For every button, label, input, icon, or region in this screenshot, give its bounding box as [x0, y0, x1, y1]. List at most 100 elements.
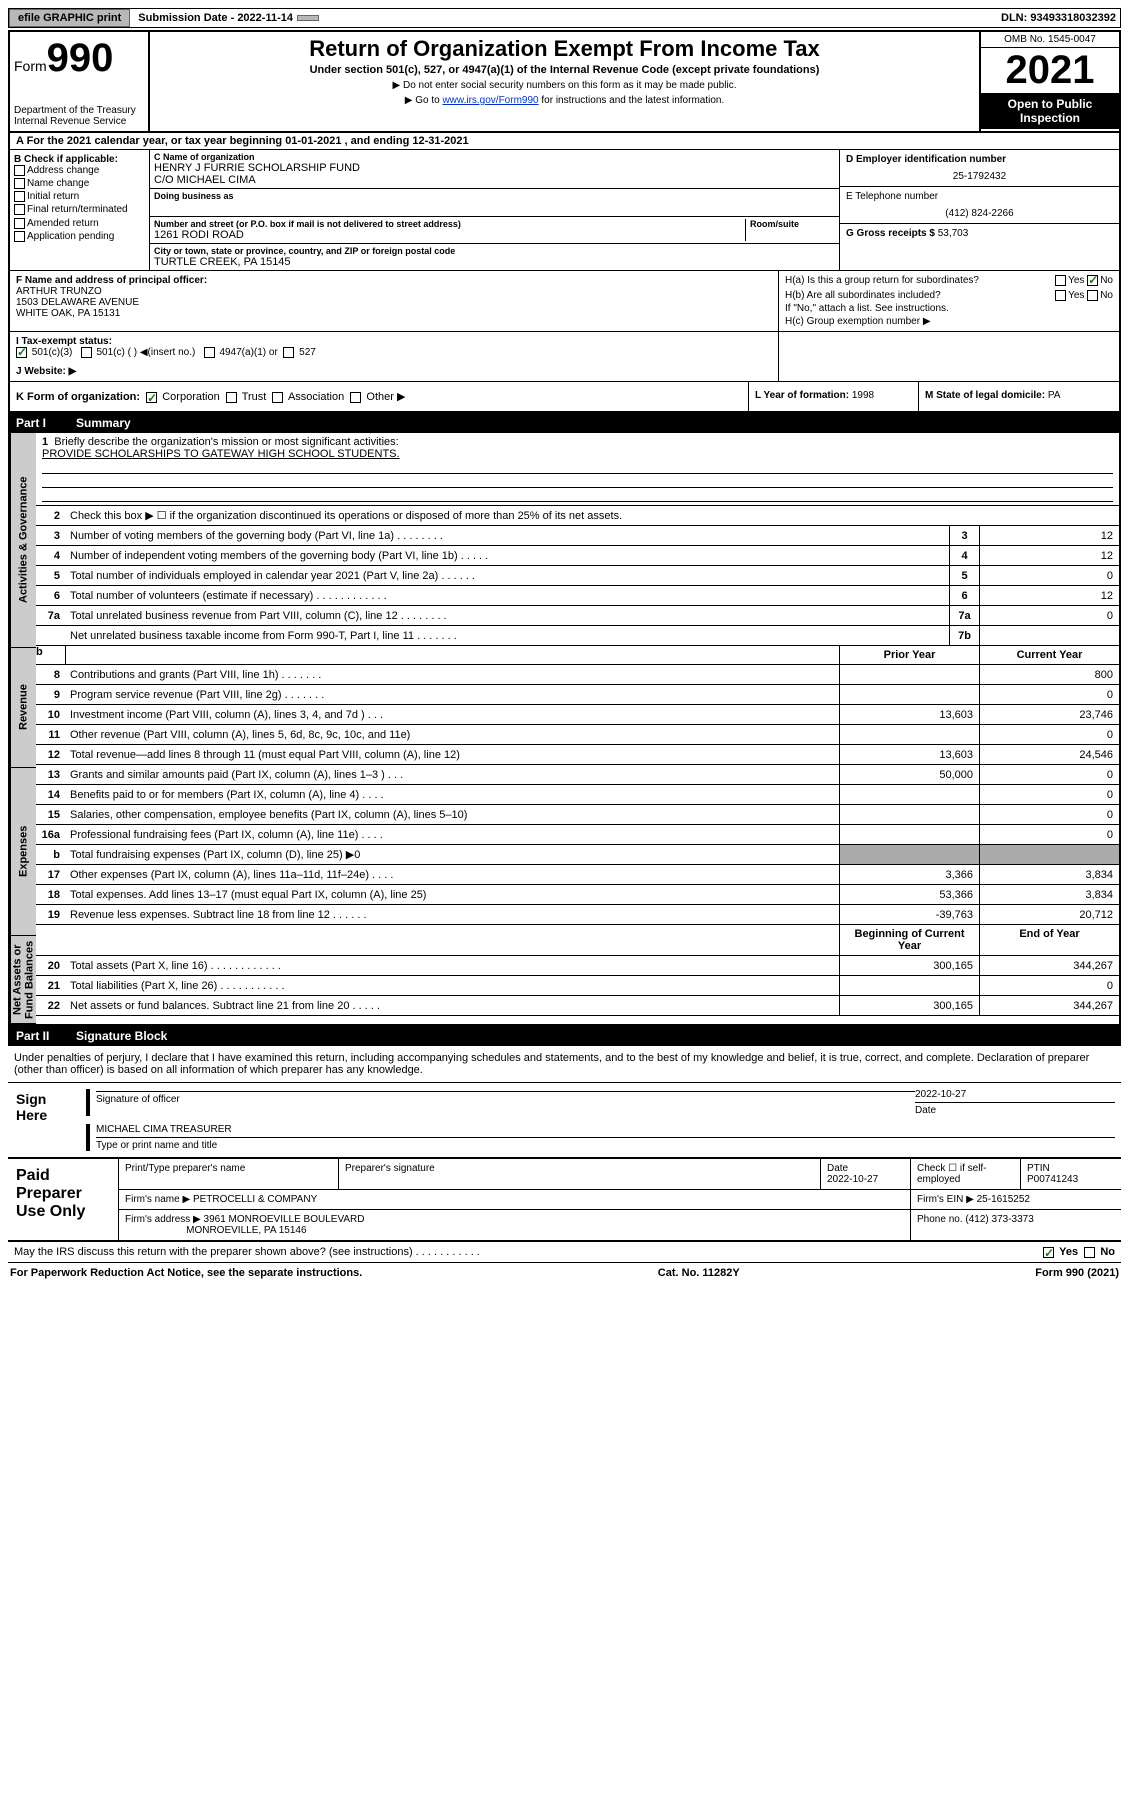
ein-value: 25-1792432 — [846, 171, 1113, 182]
checkbox-501c3[interactable] — [16, 347, 27, 358]
footer-mid: Cat. No. 11282Y — [658, 1267, 740, 1279]
summary-body: Activities & Governance Revenue Expenses… — [8, 433, 1121, 1026]
hb-yes[interactable] — [1055, 290, 1066, 301]
department: Department of the Treasury Internal Reve… — [14, 105, 144, 127]
discuss-yes[interactable] — [1043, 1247, 1054, 1258]
summary-row: 7aTotal unrelated business revenue from … — [36, 606, 1119, 626]
checkbox-initial-return[interactable] — [14, 191, 25, 202]
form-title: Return of Organization Exempt From Incom… — [154, 36, 975, 62]
checkbox-other[interactable] — [350, 392, 361, 403]
tax-year: 2021 — [981, 48, 1119, 93]
col-beginning: Beginning of Current Year — [839, 925, 979, 955]
checkbox-amended[interactable] — [14, 218, 25, 229]
hb-note: If "No," attach a list. See instructions… — [785, 303, 1113, 314]
summary-row: 18Total expenses. Add lines 13–17 (must … — [36, 885, 1119, 905]
line-2: Check this box ▶ ☐ if the organization d… — [66, 506, 1119, 525]
irs-link[interactable]: www.irs.gov/Form990 — [442, 95, 538, 106]
sign-here-label: Sign Here — [8, 1083, 80, 1157]
checkbox-address-change[interactable] — [14, 165, 25, 176]
paid-preparer-block: Paid Preparer Use Only Print/Type prepar… — [8, 1159, 1121, 1242]
summary-row: bTotal fundraising expenses (Part IX, co… — [36, 845, 1119, 865]
summary-row: 17Other expenses (Part IX, column (A), l… — [36, 865, 1119, 885]
header-grid: B Check if applicable: Address change Na… — [8, 150, 1121, 271]
officer-signature-line[interactable] — [96, 1091, 915, 1092]
ha-label: H(a) Is this a group return for subordin… — [785, 275, 979, 286]
ha-yes[interactable] — [1055, 275, 1066, 286]
checkbox-trust[interactable] — [226, 392, 237, 403]
page-footer: For Paperwork Reduction Act Notice, see … — [8, 1263, 1121, 1283]
firm-name: PETROCELLI & COMPANY — [193, 1194, 317, 1205]
col-current-year: Current Year — [979, 646, 1119, 664]
discuss-row: May the IRS discuss this return with the… — [8, 1242, 1121, 1263]
form-org-label: K Form of organization: — [16, 391, 140, 403]
topbar: efile GRAPHIC print Submission Date - 20… — [8, 8, 1121, 28]
side-expenses: Expenses — [10, 768, 36, 936]
city-label: City or town, state or province, country… — [154, 246, 835, 256]
checkbox-4947[interactable] — [204, 347, 215, 358]
checkbox-application-pending[interactable] — [14, 231, 25, 242]
checkbox-corp[interactable] — [146, 392, 157, 403]
hc-label: H(c) Group exemption number ▶ — [785, 316, 1113, 327]
sign-here-block: Sign Here Signature of officer 2022-10-2… — [8, 1083, 1121, 1159]
ein-label: D Employer identification number — [846, 154, 1113, 165]
col-d-e-g: D Employer identification number 25-1792… — [839, 150, 1119, 270]
officer-name-label: Type or print name and title — [96, 1140, 1115, 1151]
submission-date-label: Submission Date - 2022-11-14 — [134, 12, 297, 24]
org-address: 1261 RODI ROAD — [154, 229, 745, 241]
phone-value: (412) 824-2266 — [846, 208, 1113, 219]
hb-no[interactable] — [1087, 290, 1098, 301]
website-label: J Website: ▶ — [16, 366, 76, 377]
summary-row: 6Total number of volunteers (estimate if… — [36, 586, 1119, 606]
footer-right: Form 990 (2021) — [1035, 1267, 1119, 1279]
summary-row: 22Net assets or fund balances. Subtract … — [36, 996, 1119, 1016]
sig-date-label: Date — [915, 1105, 1115, 1116]
checkbox-501c[interactable] — [81, 347, 92, 358]
checkbox-final-return[interactable] — [14, 204, 25, 215]
org-co: C/O MICHAEL CIMA — [154, 174, 835, 186]
summary-row: 9Program service revenue (Part VIII, lin… — [36, 685, 1119, 705]
side-net-assets: Net Assets or Fund Balances — [10, 936, 36, 1024]
ptin-value: P00741243 — [1027, 1174, 1078, 1185]
discuss-no[interactable] — [1084, 1247, 1095, 1258]
dln: DLN: 93493318032392 — [1001, 12, 1120, 24]
year-formation: 1998 — [852, 390, 874, 401]
checkbox-name-change[interactable] — [14, 178, 25, 189]
officer-addr1: 1503 DELAWARE AVENUE — [16, 297, 772, 308]
efile-print-button[interactable]: efile GRAPHIC print — [9, 9, 130, 27]
inspection-badge: Open to Public Inspection — [981, 93, 1119, 129]
preparer-date: 2022-10-27 — [827, 1174, 878, 1185]
summary-row: Net unrelated business taxable income fr… — [36, 626, 1119, 646]
form-subtitle-3: ▶ Go to www.irs.gov/Form990 for instruct… — [154, 95, 975, 106]
firm-phone-label: Phone no. — [917, 1214, 963, 1225]
col-c-org-info: C Name of organization HENRY J FURRIE SC… — [150, 150, 839, 270]
part-2-header: Part II Signature Block — [8, 1026, 1121, 1046]
hb-label: H(b) Are all subordinates included? — [785, 290, 941, 301]
summary-row: 15Salaries, other compensation, employee… — [36, 805, 1119, 825]
form-subtitle-1: Under section 501(c), 527, or 4947(a)(1)… — [154, 64, 975, 76]
row-i-j: I Tax-exempt status: 501(c)(3) 501(c) ( … — [8, 332, 1121, 382]
summary-row: 3Number of voting members of the governi… — [36, 526, 1119, 546]
paid-preparer-label: Paid Preparer Use Only — [8, 1159, 118, 1240]
gross-label: G Gross receipts $ — [846, 228, 935, 239]
preparer-name-label: Print/Type preparer's name — [125, 1163, 332, 1174]
summary-row: 21Total liabilities (Part X, line 26) . … — [36, 976, 1119, 996]
form-header: Form990 Department of the Treasury Inter… — [8, 30, 1121, 133]
summary-row: 12Total revenue—add lines 8 through 11 (… — [36, 745, 1119, 765]
submission-date-box — [297, 15, 319, 21]
col-b-checkboxes: B Check if applicable: Address change Na… — [10, 150, 150, 270]
checkbox-527[interactable] — [283, 347, 294, 358]
col-prior-year: Prior Year — [839, 646, 979, 664]
firm-phone: (412) 373-3373 — [965, 1214, 1033, 1225]
officer-sig-label: Signature of officer — [96, 1094, 915, 1105]
row-f-h: F Name and address of principal officer:… — [8, 271, 1121, 332]
ha-no[interactable] — [1087, 275, 1098, 286]
preparer-date-label: Date — [827, 1163, 848, 1174]
officer-name: ARTHUR TRUNZO — [16, 286, 772, 297]
summary-row: 13Grants and similar amounts paid (Part … — [36, 765, 1119, 785]
row-k-l-m: K Form of organization: Corporation Trus… — [8, 382, 1121, 413]
summary-row: 20Total assets (Part X, line 16) . . . .… — [36, 956, 1119, 976]
col-b-label: B Check if applicable: — [14, 154, 145, 165]
checkbox-assoc[interactable] — [272, 392, 283, 403]
sig-date: 2022-10-27 — [915, 1089, 1115, 1100]
summary-row: 10Investment income (Part VIII, column (… — [36, 705, 1119, 725]
